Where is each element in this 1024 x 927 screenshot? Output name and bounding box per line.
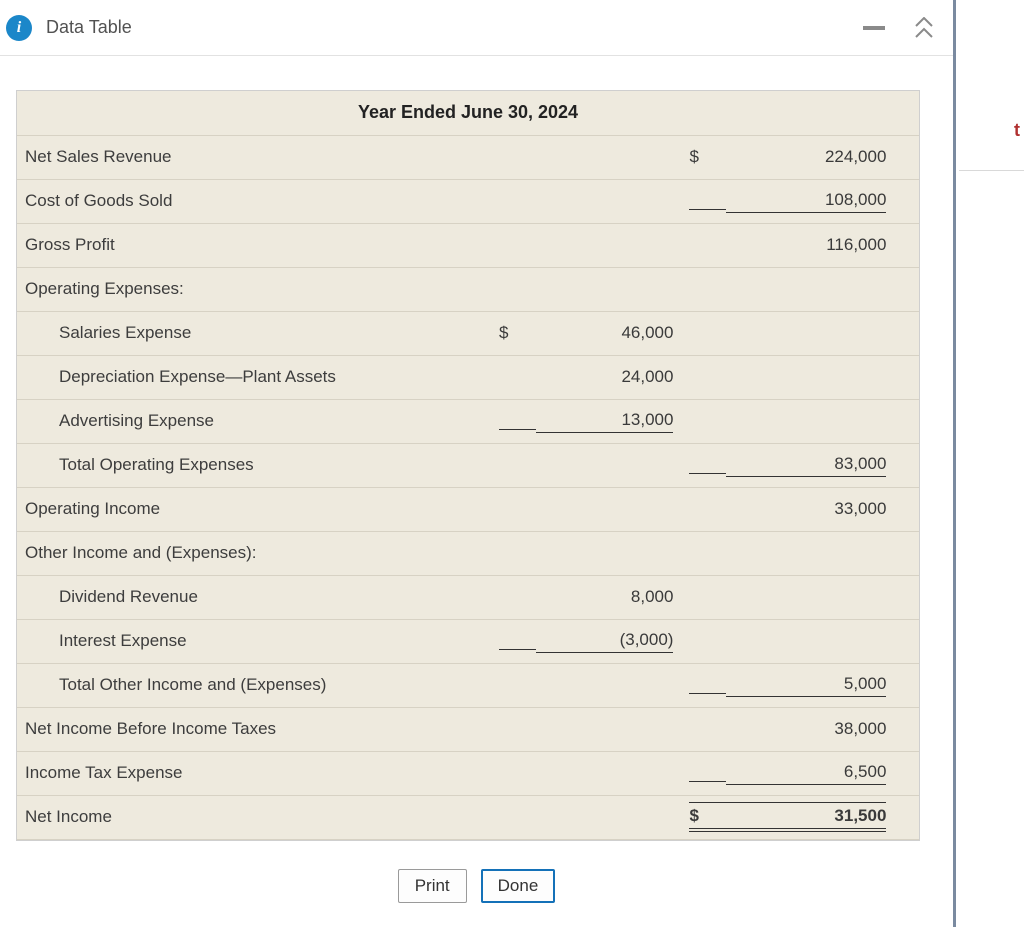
amount: 108,000 (726, 179, 896, 223)
table-row: Interest Expense (3,000) (17, 619, 919, 663)
currency-symbol (683, 179, 726, 223)
amount: (3,000) (536, 619, 684, 663)
currency-symbol (683, 663, 726, 707)
print-button[interactable]: Print (398, 869, 467, 903)
currency-symbol (683, 707, 726, 751)
table-row: Depreciation Expense—Plant Assets 24,000 (17, 355, 919, 399)
modal-header: i Data Table (0, 0, 953, 56)
currency-symbol: $ (683, 135, 726, 179)
currency-symbol (493, 399, 536, 443)
table-row: Operating Income 33,000 (17, 487, 919, 531)
currency-symbol (683, 223, 726, 267)
table-row: Total Operating Expenses 83,000 (17, 443, 919, 487)
table-heading: Year Ended June 30, 2024 (17, 91, 919, 135)
table-row: Operating Expenses: (17, 267, 919, 311)
row-label: Total Operating Expenses (17, 443, 493, 487)
table-row: Net Income $31,500 (17, 795, 919, 839)
row-label: Other Income and (Expenses): (17, 531, 493, 575)
currency-symbol: $ (683, 795, 726, 839)
amount: 224,000 (726, 135, 896, 179)
modal-title: Data Table (46, 17, 132, 38)
row-label: Operating Income (17, 487, 493, 531)
row-label: Dividend Revenue (17, 575, 493, 619)
currency-symbol (683, 443, 726, 487)
amount: 13,000 (536, 399, 684, 443)
row-label: Cost of Goods Sold (17, 179, 493, 223)
amount (896, 531, 919, 575)
amount: 6,500 (726, 751, 896, 795)
background-fragment: t (1014, 120, 1020, 141)
row-label: Depreciation Expense—Plant Assets (17, 355, 493, 399)
table-row: Net Sales Revenue $224,000 (17, 135, 919, 179)
table-row: Dividend Revenue 8,000 (17, 575, 919, 619)
table-row: Income Tax Expense 6,500 (17, 751, 919, 795)
amount: 24,000 (536, 355, 684, 399)
row-label: Gross Profit (17, 223, 493, 267)
currency-symbol: $ (493, 311, 536, 355)
currency-symbol (683, 487, 726, 531)
row-label: Interest Expense (17, 619, 493, 663)
row-label: Income Tax Expense (17, 751, 493, 795)
row-label: Operating Expenses: (17, 267, 493, 311)
amount: 8,000 (536, 575, 684, 619)
done-button[interactable]: Done (481, 869, 556, 903)
table-row: Salaries Expense$46,000 (17, 311, 919, 355)
data-table-modal: i Data Table Year Ended June 30, 2024 Ne… (0, 0, 956, 927)
info-icon: i (6, 15, 32, 41)
amount: 5,000 (726, 663, 896, 707)
table-row: Advertising Expense 13,000 (17, 399, 919, 443)
currency-symbol (493, 575, 536, 619)
table-row: Cost of Goods Sold 108,000 (17, 179, 919, 223)
currency-symbol (493, 619, 536, 663)
row-label: Net Income (17, 795, 493, 839)
income-statement-table: Year Ended June 30, 2024 Net Sales Reven… (16, 90, 920, 841)
amount: 31,500 (726, 795, 896, 839)
amount: 38,000 (726, 707, 896, 751)
amount: 46,000 (536, 311, 684, 355)
row-label: Salaries Expense (17, 311, 493, 355)
amount: 116,000 (726, 223, 896, 267)
currency-symbol (683, 751, 726, 795)
table-row: Net Income Before Income Taxes 38,000 (17, 707, 919, 751)
table-row: Other Income and (Expenses): (17, 531, 919, 575)
amount: 33,000 (726, 487, 896, 531)
minimize-icon[interactable] (863, 26, 885, 30)
currency-symbol (493, 355, 536, 399)
table-row: Total Other Income and (Expenses) 5,000 (17, 663, 919, 707)
row-label: Net Income Before Income Taxes (17, 707, 493, 751)
table-row: Gross Profit 116,000 (17, 223, 919, 267)
amount (896, 267, 919, 311)
row-label: Net Sales Revenue (17, 135, 493, 179)
expand-icon[interactable] (913, 17, 935, 39)
row-label: Total Other Income and (Expenses) (17, 663, 493, 707)
amount: 83,000 (726, 443, 896, 487)
row-label: Advertising Expense (17, 399, 493, 443)
